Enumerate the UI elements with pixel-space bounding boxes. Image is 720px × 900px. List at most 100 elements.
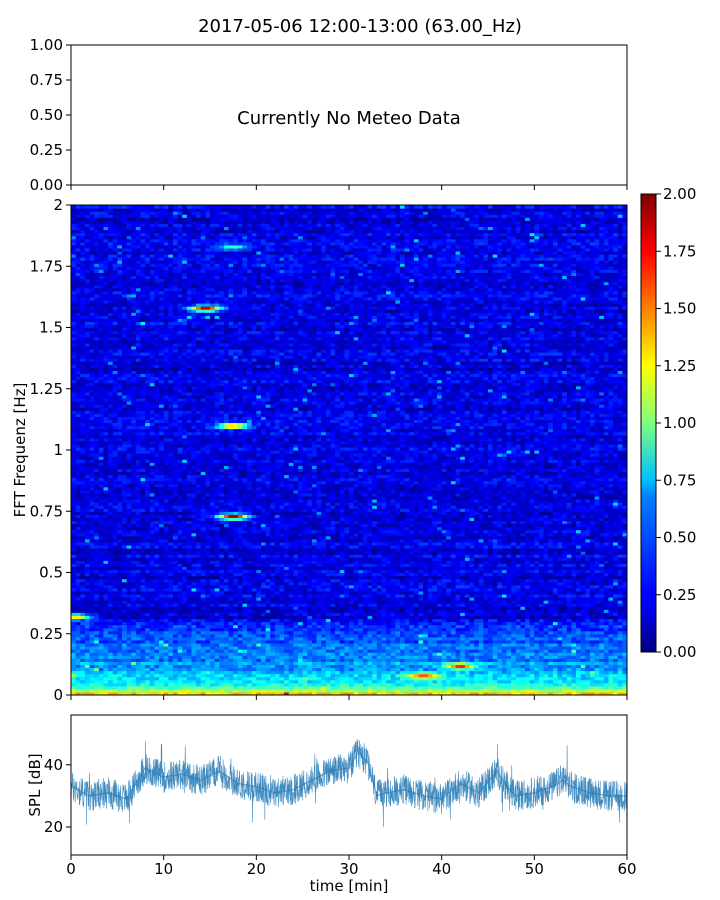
heatmap-cell — [515, 661, 522, 665]
heatmap-cell — [108, 685, 114, 690]
heatmap-cell — [372, 658, 378, 662]
heatmap-cell — [140, 673, 146, 678]
heatmap-cell — [395, 679, 401, 684]
heatmap-cell — [483, 688, 489, 693]
heatmap-cell — [566, 688, 572, 693]
heatmap-cell — [131, 661, 137, 665]
heatmap-cell — [432, 664, 438, 669]
heatmap-cell — [84, 679, 91, 684]
heatmap-cell — [265, 667, 271, 672]
heatmap-cell — [140, 670, 146, 675]
heatmap-cell — [460, 676, 466, 681]
heatmap-cell — [617, 691, 623, 695]
heatmap-cell — [520, 679, 526, 684]
heatmap-cell — [265, 661, 271, 665]
heatmap-cell — [525, 658, 531, 662]
heatmap-cell — [228, 688, 234, 693]
heatmap-cell — [325, 691, 332, 695]
heatmap-cell — [149, 664, 155, 669]
heatmap-cell — [441, 658, 447, 662]
heatmap-cell — [196, 676, 202, 681]
heatmap-cell — [108, 676, 114, 681]
heatmap-cell — [75, 673, 81, 678]
heatmap-cell — [288, 688, 294, 693]
heatmap-cell — [474, 676, 480, 681]
heatmap-cell — [219, 664, 225, 669]
heatmap-cell — [135, 685, 142, 690]
heatmap-cell — [214, 667, 220, 672]
heatmap-cell — [293, 661, 299, 665]
heatmap-cell — [353, 658, 359, 662]
heatmap-cell — [427, 673, 433, 678]
heatmap-cell — [613, 667, 619, 672]
heatmap-cell — [210, 670, 216, 675]
heatmap-cell — [108, 664, 114, 669]
heatmap-cell — [335, 664, 341, 669]
heatmap-cell — [325, 670, 332, 675]
heatmap-cell — [205, 658, 211, 662]
heatmap-cell — [140, 664, 146, 669]
heatmap-cell — [121, 691, 128, 695]
heatmap-cell — [390, 673, 396, 678]
heatmap-cell — [75, 667, 81, 672]
heatmap-cell — [608, 682, 614, 687]
heatmap-cell — [543, 670, 549, 675]
heatmap-cell — [562, 676, 568, 681]
heatmap-cell — [469, 667, 475, 672]
heatmap-cell — [395, 670, 401, 675]
heatmap-cell — [131, 667, 137, 672]
heatmap-cell — [437, 658, 443, 662]
heatmap-cell — [210, 688, 216, 693]
heatmap-cell — [145, 667, 151, 672]
heatmap-cell — [182, 688, 188, 693]
heatmap-cell — [608, 658, 614, 662]
heatmap-cell — [159, 682, 165, 687]
heatmap-cell — [418, 685, 424, 690]
heatmap-cell — [94, 655, 100, 659]
heatmap-cell — [279, 658, 285, 662]
heatmap-cell — [441, 679, 447, 684]
heatmap-cell — [168, 673, 174, 678]
heatmap-cell — [191, 652, 197, 656]
heatmap-cell — [233, 679, 239, 684]
heatmap-cell — [432, 652, 438, 656]
heatmap-cell — [599, 691, 605, 695]
heatmap-cell — [103, 664, 109, 669]
heatmap-cell — [409, 688, 415, 693]
heatmap-cell — [474, 655, 480, 659]
heatmap-cell — [98, 676, 105, 681]
heatmap-cell — [557, 691, 563, 695]
heatmap-cell — [548, 685, 554, 690]
heatmap-cell — [543, 658, 549, 662]
heatmap-cell — [94, 661, 100, 665]
heatmap-cell — [497, 658, 503, 662]
heatmap-cell — [603, 682, 610, 687]
heatmap-cell — [478, 685, 484, 690]
heatmap-cell — [515, 655, 522, 659]
heatmap-cell — [186, 691, 193, 695]
heatmap-cell — [274, 688, 281, 693]
heatmap-cell — [191, 682, 197, 687]
heatmap-cell — [135, 682, 142, 687]
heatmap-cell — [571, 676, 577, 681]
heatmap-cell — [349, 664, 355, 669]
heatmap-cell — [423, 658, 429, 662]
heatmap-cell — [353, 688, 359, 693]
heatmap-cell — [228, 655, 234, 659]
heatmap-cell — [168, 655, 174, 659]
heatmap-cell — [571, 682, 577, 687]
heatmap-cell — [172, 670, 179, 675]
heatmap-cell — [302, 670, 308, 675]
heatmap-cell — [242, 652, 248, 656]
heatmap-cell — [511, 664, 517, 669]
heatmap-cell — [172, 652, 179, 656]
heatmap-cell — [279, 667, 285, 672]
heatmap-cell — [576, 655, 582, 659]
heatmap-cell — [367, 661, 373, 665]
heatmap-cell — [247, 658, 253, 662]
heatmap-cell — [228, 682, 234, 687]
heatmap-cell — [423, 679, 429, 684]
heatmap-cell — [131, 655, 137, 659]
heatmap-cell — [135, 673, 142, 678]
heatmap-cell — [395, 673, 401, 678]
